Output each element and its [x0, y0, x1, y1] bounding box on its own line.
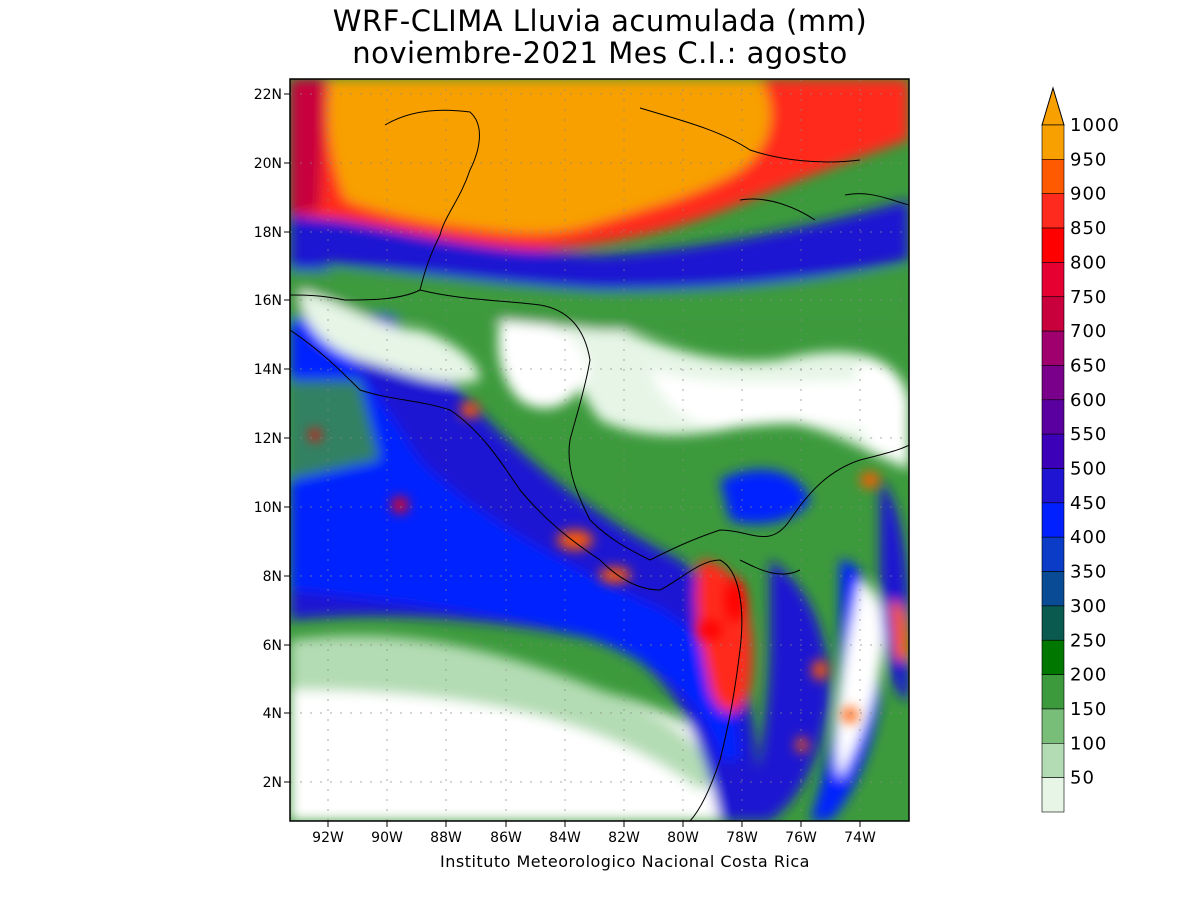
colorbar-label: 50	[1070, 768, 1095, 789]
lon-label: 78W	[726, 830, 758, 846]
lon-label: 84W	[549, 830, 581, 846]
colorbar-label: 1000	[1070, 115, 1120, 136]
lon-label: 86W	[490, 830, 522, 846]
colorbar-swatch	[1041, 674, 1065, 710]
lon-label: 76W	[785, 830, 817, 846]
colorbar-label: 850	[1070, 218, 1107, 239]
colorbar-label: 750	[1070, 287, 1107, 308]
lat-label: 6N	[263, 638, 282, 654]
colorbar-label: 550	[1070, 424, 1107, 445]
colorbar-swatch	[1041, 708, 1065, 744]
colorbar-swatch	[1041, 296, 1065, 332]
colorbar-arrow-icon	[1041, 86, 1065, 126]
lon-label: 80W	[667, 830, 699, 846]
lat-label: 14N	[254, 362, 282, 378]
longitude-labels: 92W 90W 88W 86W 84W 82W 80W 78W 76W 74W	[312, 830, 876, 846]
colorbar-swatch	[1041, 742, 1065, 778]
colorbar-swatch	[1041, 777, 1065, 813]
colorbar-label: 950	[1070, 149, 1107, 170]
colorbar-swatch	[1041, 365, 1065, 401]
lat-label: 4N	[263, 706, 282, 722]
colorbar-swatch	[1041, 571, 1065, 607]
colorbar-label: 300	[1070, 596, 1107, 617]
latitude-labels: 22N 20N 18N 16N 14N 12N 10N 8N 6N 4N 2N	[254, 87, 282, 791]
colorbar-label: 250	[1070, 630, 1107, 651]
credit-text: Instituto Meteorologico Nacional Costa R…	[440, 852, 810, 871]
colorbar-swatch	[1041, 433, 1065, 469]
lat-label: 12N	[254, 431, 282, 447]
colorbar-swatch	[1041, 468, 1065, 504]
colorbar-swatch	[1041, 330, 1065, 366]
colorbar-label: 150	[1070, 699, 1107, 720]
colorbar-swatch	[1041, 536, 1065, 572]
lat-label: 8N	[263, 569, 282, 585]
colorbar-label: 600	[1070, 390, 1107, 411]
map-subtitle: noviembre-2021 Mes C.I.: agosto	[352, 36, 848, 70]
colorbar-swatch	[1041, 262, 1065, 298]
colorbar-label: 900	[1070, 184, 1107, 205]
lat-label: 16N	[254, 293, 282, 309]
colorbar-label: 800	[1070, 252, 1107, 273]
lon-label: 90W	[371, 830, 403, 846]
colorbar-swatch	[1041, 124, 1065, 160]
lon-label: 74W	[844, 830, 876, 846]
colorbar-label: 700	[1070, 321, 1107, 342]
colorbar-swatch	[1041, 159, 1065, 195]
map-title: WRF-CLIMA Lluvia acumulada (mm)	[332, 4, 868, 38]
colorbar-swatch	[1041, 399, 1065, 435]
colorbar-label: 350	[1070, 562, 1107, 583]
precipitation-field	[290, 79, 909, 821]
lat-label: 20N	[254, 156, 282, 172]
lat-label: 18N	[254, 225, 282, 241]
colorbar-label: 100	[1070, 733, 1107, 754]
colorbar-label: 450	[1070, 493, 1107, 514]
colorbar-label: 400	[1070, 527, 1107, 548]
colorbar-label: 650	[1070, 355, 1107, 376]
lat-label: 2N	[263, 775, 282, 791]
colorbar-label: 200	[1070, 665, 1107, 686]
lon-label: 92W	[312, 830, 344, 846]
colorbar-swatch	[1041, 193, 1065, 229]
colorbar-label: 500	[1070, 459, 1107, 480]
lat-label: 22N	[254, 87, 282, 103]
colorbar-swatch	[1041, 605, 1065, 641]
lat-label: 10N	[254, 500, 282, 516]
lon-label: 88W	[430, 830, 462, 846]
lon-label: 82W	[608, 830, 640, 846]
colorbar-swatch	[1041, 639, 1065, 675]
colorbar-swatch	[1041, 227, 1065, 263]
colorbar: 1000 950 900 850 800 750 700 650 600 550 500 450 400…	[1041, 86, 1120, 813]
colorbar-swatch	[1041, 502, 1065, 538]
